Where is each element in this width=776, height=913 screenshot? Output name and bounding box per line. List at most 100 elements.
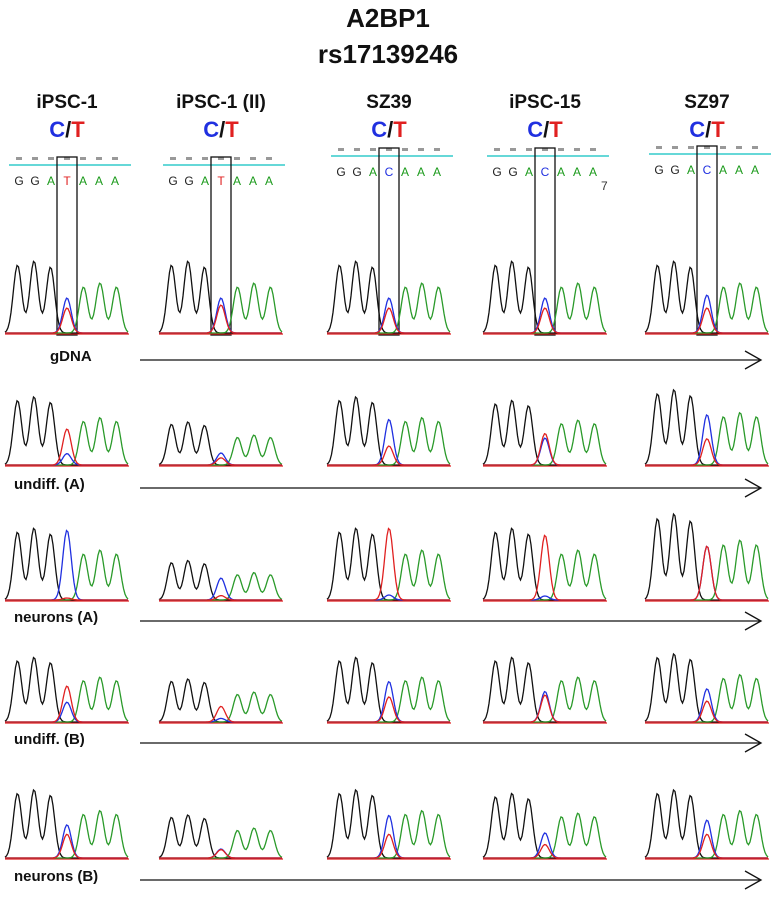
quality-bar — [112, 157, 118, 160]
allele-t: T — [549, 117, 563, 142]
snp-box — [210, 156, 232, 336]
quality-bar — [752, 146, 758, 149]
sequence-base: G — [492, 165, 501, 179]
snp-box — [534, 147, 556, 336]
trace — [5, 701, 128, 723]
quality-bar — [720, 146, 726, 149]
quality-bar — [354, 148, 360, 151]
trace — [4, 527, 128, 601]
allele-sep: / — [705, 117, 711, 142]
quality-bar — [402, 148, 408, 151]
quality-bar — [170, 157, 176, 160]
allele-t: T — [393, 117, 407, 142]
row-label: neurons (B) — [14, 868, 98, 885]
sequence-footnote: 7 — [601, 179, 608, 193]
trace — [482, 656, 606, 723]
trace — [327, 527, 450, 601]
trace — [645, 700, 768, 723]
allele-c: C — [527, 117, 543, 142]
sequence-base: A — [525, 165, 533, 179]
quality-bar — [704, 146, 710, 149]
trace — [644, 788, 768, 859]
sequence-base: A — [687, 163, 695, 177]
sequence-base: G — [352, 165, 361, 179]
trace — [482, 527, 606, 601]
allele-label: C/T — [689, 117, 725, 142]
trace — [327, 833, 450, 859]
trace — [644, 512, 768, 601]
trace — [482, 399, 606, 466]
arrow-head — [744, 611, 763, 631]
sequence-base: G — [184, 174, 193, 188]
row-label: gDNA — [50, 348, 92, 365]
allele-t: T — [225, 117, 239, 142]
column-label: iPSC-1 (II) — [176, 92, 266, 113]
column-label: SZ39 — [366, 92, 411, 113]
sequence-base: A — [401, 165, 409, 179]
trace — [159, 577, 282, 601]
sequence-base: A — [201, 174, 209, 188]
trace — [5, 428, 128, 466]
trace — [159, 304, 282, 334]
sequence-base: G — [168, 174, 177, 188]
trace — [5, 453, 128, 466]
quality-bar — [542, 148, 548, 151]
sequence-base: T — [217, 174, 225, 188]
trace — [327, 814, 450, 859]
trace — [483, 534, 606, 601]
quality-bar — [510, 148, 516, 151]
sequence-base: A — [557, 165, 565, 179]
trace — [483, 307, 606, 334]
sequence-base: A — [369, 165, 377, 179]
trace — [5, 597, 128, 601]
trace — [159, 594, 282, 601]
sequence-base: G — [30, 174, 39, 188]
trace — [326, 788, 450, 859]
allele-sep: / — [543, 117, 549, 142]
allele-label: C/T — [203, 117, 239, 142]
sequence-base: A — [233, 174, 241, 188]
trace — [158, 559, 282, 601]
sequence-base: A — [719, 163, 727, 177]
trace — [4, 260, 128, 334]
allele-label: C/T — [371, 117, 407, 142]
trace — [159, 457, 282, 466]
quality-bar — [48, 157, 54, 160]
trace — [327, 307, 450, 334]
allele-label: C/T — [49, 117, 85, 142]
trace — [4, 656, 128, 723]
trace — [326, 395, 450, 466]
sequence-base: C — [703, 163, 712, 177]
snp-box — [696, 145, 718, 336]
column-label: iPSC-1 — [36, 92, 98, 113]
sequence-base: A — [79, 174, 87, 188]
sequence-base: G — [654, 163, 663, 177]
quality-bar — [526, 148, 532, 151]
quality-bar — [16, 157, 22, 160]
arrow-head — [744, 733, 763, 753]
sequence-base: T — [63, 174, 71, 188]
quality-bar — [688, 146, 694, 149]
snp-box — [378, 147, 400, 336]
sequence-base: C — [541, 165, 550, 179]
trace — [482, 260, 606, 334]
trace — [327, 418, 450, 466]
title: A2BP1 — [346, 3, 430, 33]
trace — [483, 694, 606, 723]
trace — [158, 678, 282, 723]
trace — [4, 788, 128, 859]
trace — [327, 696, 450, 723]
quality-bar — [234, 157, 240, 160]
row-label: undiff. (A) — [14, 476, 85, 493]
quality-bar — [266, 157, 272, 160]
quality-bar — [558, 148, 564, 151]
quality-bar — [590, 148, 596, 151]
trace — [645, 833, 768, 859]
sequence-base: G — [336, 165, 345, 179]
trace — [327, 594, 450, 601]
sequence-base: A — [249, 174, 257, 188]
trace — [5, 833, 128, 859]
allele-label: C/T — [527, 117, 563, 142]
allele-t: T — [71, 117, 85, 142]
